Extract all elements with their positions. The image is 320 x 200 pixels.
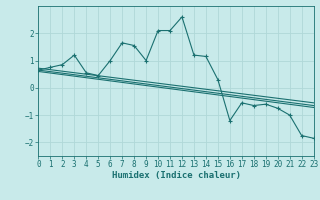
- X-axis label: Humidex (Indice chaleur): Humidex (Indice chaleur): [111, 171, 241, 180]
